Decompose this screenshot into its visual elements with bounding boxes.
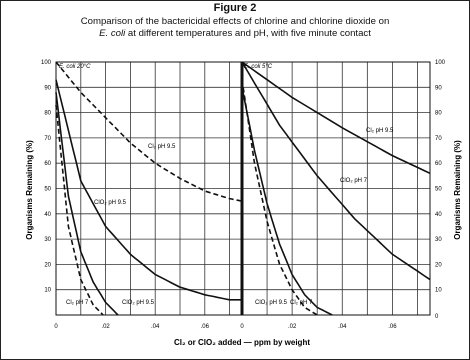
series-line-1-1 [241, 61, 431, 281]
series-line-1-3 [241, 79, 318, 316]
y-axis-title-right: Organisms Remaining (%) [453, 140, 462, 240]
x-tick-label: .02 [288, 324, 297, 330]
label-right-cl2-ph7: Cl₂ pH 7 [290, 300, 313, 306]
y-tick-label-right-zero: 0 [435, 314, 439, 320]
series-line-0-2 [55, 92, 119, 316]
x-tick-label: .06 [201, 324, 210, 330]
series-line-0-3 [55, 104, 104, 316]
y-tick-label-left: 80 [44, 111, 51, 117]
y-tick-label-left: 70 [44, 136, 51, 142]
label-right-clo2-ph7: ClO₂ pH 7 [340, 178, 368, 184]
y-tick-label-right: 90 [435, 85, 442, 91]
y-tick-label-left: 100 [41, 60, 52, 66]
y-tick-label-left: 60 [44, 161, 51, 167]
y-tick-label-left: 10 [44, 288, 51, 294]
figure-subtitle-line1: Comparison of the bactericidal effects o… [80, 16, 390, 27]
y-axis-title-left: Organisms Remaining (%) [25, 140, 34, 240]
grid-left [56, 61, 242, 315]
subtitle-rest: at different temperatures and pH, with f… [125, 28, 371, 39]
series-line-0-0 [55, 61, 243, 202]
y-tick-label-right: 20 [435, 262, 442, 268]
figure-title: Figure 2 [213, 2, 257, 14]
series-line-1-0 [241, 61, 431, 175]
tick-labels: 0 .02 .04 .06 0 .02 .04 .06 10 10 20 20 30 30 40 40 50 50… [41, 60, 446, 330]
x-tick-label: .02 [101, 324, 110, 330]
series-right [241, 61, 431, 316]
y-tick-label-left: 50 [44, 187, 51, 193]
y-tick-label-right: 50 [435, 187, 442, 193]
y-tick-label-right: 100 [435, 60, 446, 66]
series-left [55, 61, 243, 316]
grid-right [242, 61, 430, 315]
y-tick-label-left: 30 [44, 237, 51, 243]
y-tick-label-left: 40 [44, 212, 51, 218]
y-tick-label-right: 70 [435, 136, 442, 142]
series-line-1-2 [241, 87, 333, 316]
panel-label-left: E. coli 20°C [59, 64, 91, 70]
y-tick-label-left: 90 [44, 85, 51, 91]
y-tick-label-right: 60 [435, 161, 442, 167]
label-right-cl2-ph95: Cl₂ pH 9.5 [366, 128, 394, 134]
x-tick-label: .04 [338, 324, 347, 330]
panel-label-right: E. coli 5°C [244, 64, 273, 70]
x-axis-title: Cl₂ or ClO₂ added — ppm by weight [174, 338, 310, 347]
x-tick-label: .04 [151, 324, 160, 330]
label-right-clo2-ph95: ClO₂ pH 9.5 [255, 300, 288, 306]
y-tick-label-right: 40 [435, 212, 442, 218]
label-left-clo2-ph95-dashed: ClO₂ pH 9.5 [122, 300, 155, 306]
figure-subtitle-line2: E. coli at different temperatures and pH… [0, 28, 470, 39]
y-tick-label-right: 10 [435, 288, 442, 294]
subtitle-ecoli: E. coli [99, 28, 126, 39]
x-tick-label: .06 [388, 324, 397, 330]
y-tick-label-left: 20 [44, 262, 51, 268]
series-line-0-1 [55, 79, 242, 301]
y-tick-label-right: 80 [435, 111, 442, 117]
label-left-clo2-ph95: ClO₂ pH 9.5 [94, 200, 127, 206]
x-tick-label: 0 [240, 324, 244, 330]
y-tick-label-right: 30 [435, 237, 442, 243]
label-left-cl2-ph95: Cl₂ pH 9.5 [148, 144, 176, 150]
label-left-cl2-ph7: Cl₂ pH 7 [66, 300, 89, 306]
x-tick-label: 0 [54, 324, 58, 330]
